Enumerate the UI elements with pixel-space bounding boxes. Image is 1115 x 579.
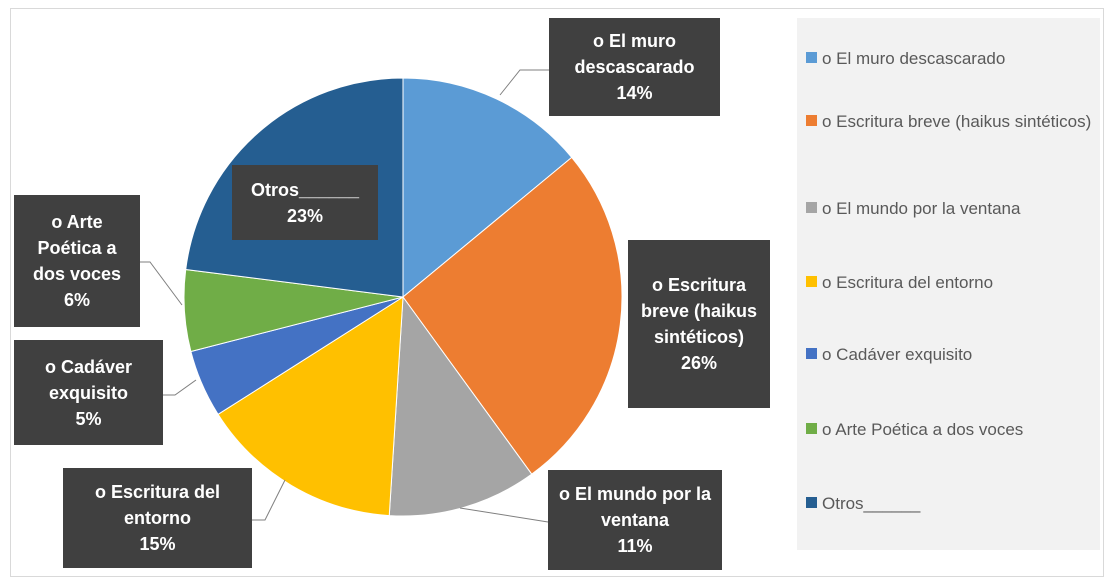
legend-item: o Arte Poética a dos voces [806,417,1096,442]
leader-line [140,261,183,306]
legend-swatch [806,52,817,63]
legend-label: o Escritura breve (haikus sintéticos) [822,112,1092,131]
legend-item: Otros______ [806,491,1096,516]
pie-slice [402,77,573,299]
data-label-value: 6% [63,290,90,310]
data-label-value: 23% [286,205,324,226]
data-label-value: 14% [616,83,653,103]
data-label-category: o Cadáver exquisito [44,356,133,403]
leader-line [499,69,549,96]
data-label-value: 26% [680,353,718,373]
legend-label: o El muro descascarado [822,49,1006,68]
data-label-category: o El mundo por la ventana [559,484,711,530]
legend-swatch [806,276,817,287]
chart-frame [10,8,1104,577]
legend-item: o Escritura breve (haikus sintéticos) [806,109,1096,134]
pie-slice [402,156,623,475]
leader-lines [140,69,549,523]
legend-label: o El mundo por la ventana [822,199,1021,218]
legend-label: o Arte Poética a dos voces [822,420,1024,439]
data-label: o Escritura del entorno 15% [63,468,252,568]
pie [183,77,623,517]
data-label: Otros______ 23% [232,165,378,240]
legend: o El muro descascarado o Escritura breve … [797,18,1100,550]
leader-line [459,507,549,523]
legend-item: o Cadáver exquisito [806,342,1096,367]
data-label-category: o Escritura breve (haikus sintéticos) [640,275,758,347]
pie-slice [388,295,533,517]
data-label: o El muro descascarado 14% [549,18,720,116]
data-label: o Cadáver exquisito 5% [14,340,163,445]
legend-swatch [806,497,817,508]
legend-swatch [806,202,817,213]
data-label-category: o El muro descascarado [574,31,695,77]
data-label-category: Otros______ [250,179,360,200]
legend-item: o Escritura del entorno [806,270,1096,295]
legend-label: Otros______ [822,494,921,513]
data-label: o Escritura breve (haikus sintéticos) 26% [628,240,770,408]
leader-line [252,479,286,521]
legend-item: o El mundo por la ventana [806,196,1096,221]
data-label: o Arte Poética a dos voces 6% [14,195,140,327]
data-label-category: o Escritura del entorno [94,482,221,528]
data-label-value: 11% [617,536,653,556]
legend-label: o Cadáver exquisito [822,345,973,364]
data-label-value: 15% [139,534,176,554]
legend-swatch [806,348,817,359]
data-label: o El mundo por la ventana 11% [548,470,722,570]
pie-slice [217,296,404,517]
legend-label: o Escritura del entorno [822,273,994,292]
data-label-category: o Arte Poética a dos voces [32,212,122,284]
legend-swatch [806,115,817,126]
legend-item: o El muro descascarado [806,46,1096,71]
leader-line [163,379,197,396]
data-label-value: 5% [75,408,102,429]
legend-swatch [806,423,817,434]
